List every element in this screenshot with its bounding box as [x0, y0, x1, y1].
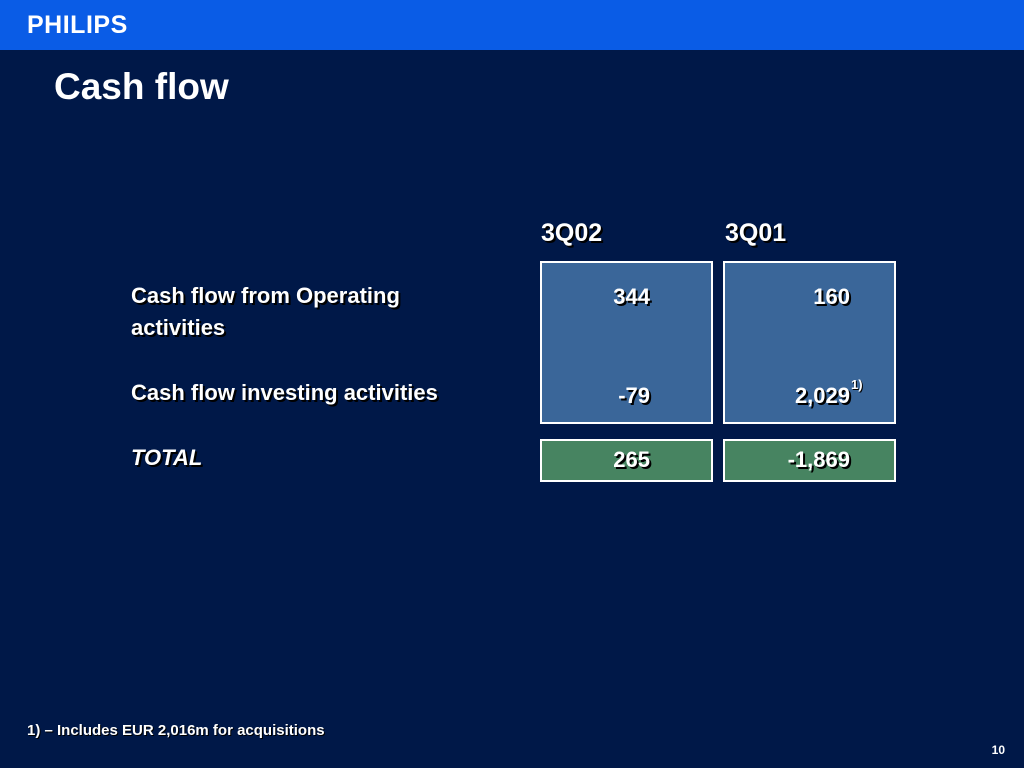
footnote-marker: 1)	[851, 377, 863, 392]
value-investing-3q02: -79	[618, 383, 650, 408]
value-investing-3q01: 2,029	[794, 383, 850, 408]
slide-title: Cash flow	[54, 66, 229, 107]
total-box-3q01	[723, 439, 896, 482]
value-total-3q01: -1,869	[787, 447, 850, 472]
row-label-total: TOTAL	[131, 445, 203, 470]
column-header-3q01: 3Q01	[725, 219, 787, 247]
total-box-3q02	[540, 439, 713, 482]
top-bar: PHILIPS	[0, 0, 1024, 50]
page-number: 10	[991, 743, 1005, 757]
value-operating-3q01: 160	[813, 284, 850, 309]
philips-logo: PHILIPS	[27, 11, 128, 39]
value-box-3q02	[540, 261, 713, 424]
row-label-investing: Cash flow investing activities	[131, 380, 438, 405]
value-box-3q01	[723, 261, 896, 424]
value-operating-3q02: 344	[613, 284, 650, 309]
column-header-3q02: 3Q02	[541, 219, 603, 247]
value-total-3q02: 265	[613, 447, 650, 472]
footnote: 1) – Includes EUR 2,016m for acquisition…	[27, 722, 325, 739]
row-label-operating: Cash flow from Operating activities	[131, 283, 400, 340]
